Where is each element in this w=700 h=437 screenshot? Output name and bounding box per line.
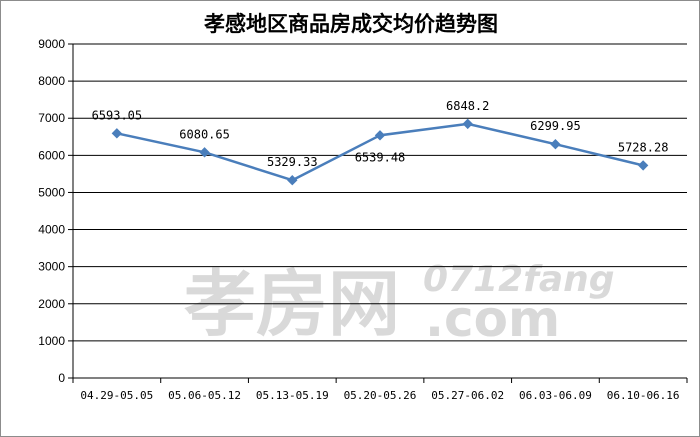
data-point-marker — [199, 147, 210, 158]
axes — [68, 43, 688, 383]
x-tick-label: 05.20-05.26 — [344, 389, 417, 402]
y-tick-label: 0 — [58, 371, 65, 385]
y-tick-label: 1000 — [38, 334, 65, 348]
data-label: 6593.05 — [92, 108, 143, 122]
y-tick-label: 7000 — [38, 111, 65, 125]
x-tick-label: 06.10-06.16 — [607, 389, 680, 402]
data-label: 6539.48 — [355, 150, 406, 164]
watermark-english-bottom: .com — [425, 290, 560, 348]
grid — [73, 43, 687, 342]
data-point-marker — [637, 160, 649, 171]
data-point-marker — [287, 175, 298, 186]
x-axis-ticks: 04.29-05.05 05.06-05.12 05.13-05.19 05.20-0… — [80, 389, 679, 402]
data-point-marker — [550, 138, 561, 150]
data-point-marker — [374, 130, 386, 141]
watermark-english-top: 0712fang — [423, 259, 615, 300]
x-tick-label: 04.29-05.05 — [80, 389, 153, 402]
data-label: 5329.33 — [267, 155, 318, 169]
x-tick-label: 05.06-05.12 — [168, 389, 241, 402]
y-tick-label: 6000 — [38, 148, 65, 162]
data-label: 6299.95 — [530, 119, 581, 133]
x-tick-label: 05.13-05.19 — [256, 389, 329, 402]
series — [111, 118, 649, 186]
data-point-marker — [111, 128, 123, 139]
y-tick-label: 5000 — [38, 185, 65, 199]
data-labels: 6593.05 6080.65 5329.33 6539.48 6848.2 6299.9… — [92, 99, 669, 169]
y-tick-label: 9000 — [38, 37, 65, 51]
chart-title: 孝感地区商品房成交均价趋势图 — [204, 11, 498, 36]
data-label: 5728.28 — [618, 140, 669, 154]
y-tick-label: 3000 — [38, 260, 65, 274]
x-tick-label: 06.03-06.09 — [519, 389, 592, 402]
data-label: 6848.2 — [446, 99, 489, 113]
y-tick-label: 4000 — [38, 223, 65, 237]
y-tick-label: 2000 — [38, 297, 65, 311]
data-label: 6080.65 — [179, 127, 230, 141]
data-point-marker — [462, 118, 473, 130]
y-axis-ticks: 0 1000 2000 3000 4000 5000 6000 7000 8000 9000 — [38, 37, 65, 385]
x-tick-label: 05.27-06.02 — [431, 389, 504, 402]
y-tick-label: 8000 — [38, 74, 65, 88]
